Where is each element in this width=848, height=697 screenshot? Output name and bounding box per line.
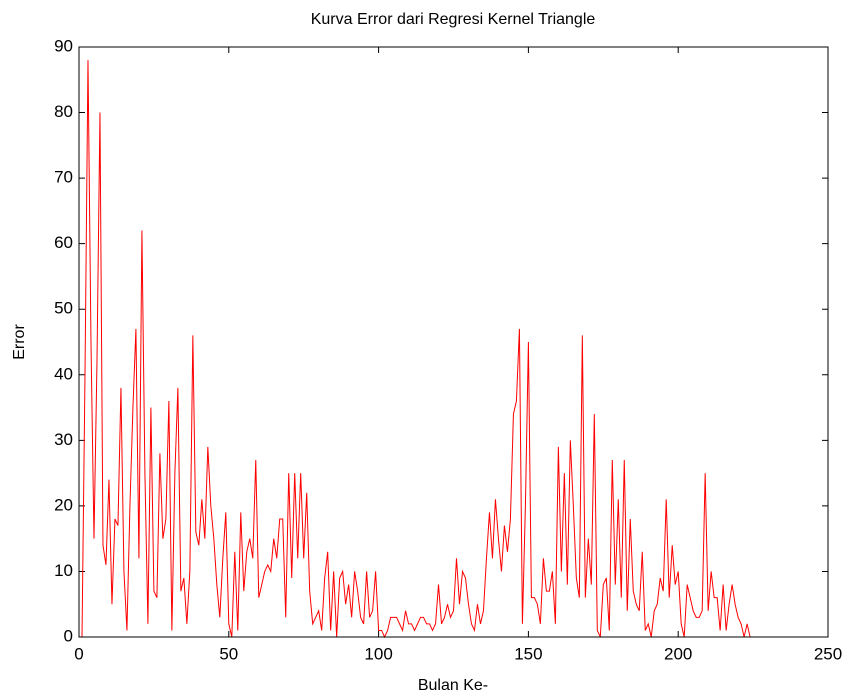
y-tick-label: 50 <box>54 299 73 318</box>
y-tick-label: 40 <box>54 364 73 383</box>
x-tick-label: 0 <box>74 644 83 663</box>
y-tick-label: 20 <box>54 495 73 514</box>
y-tick-label: 30 <box>54 430 73 449</box>
x-tick-label: 200 <box>664 644 692 663</box>
y-axis-label: Error <box>11 324 28 360</box>
y-tick-label: 10 <box>54 561 73 580</box>
chart-title: Kurva Error dari Regresi Kernel Triangle <box>311 11 596 28</box>
data-line <box>81 60 751 639</box>
x-tick-label: 100 <box>364 644 392 663</box>
y-tick-label: 60 <box>54 233 73 252</box>
x-axis-label: Bulan Ke- <box>418 677 488 694</box>
y-tick-label: 80 <box>54 102 73 121</box>
y-tick-label: 70 <box>54 168 73 187</box>
x-tick-label: 50 <box>219 644 238 663</box>
x-tick-label: 250 <box>814 644 842 663</box>
plot-frame <box>78 46 829 638</box>
x-tick-label: 150 <box>514 644 542 663</box>
y-tick-label: 90 <box>54 36 73 55</box>
y-tick-label: 0 <box>64 626 73 645</box>
